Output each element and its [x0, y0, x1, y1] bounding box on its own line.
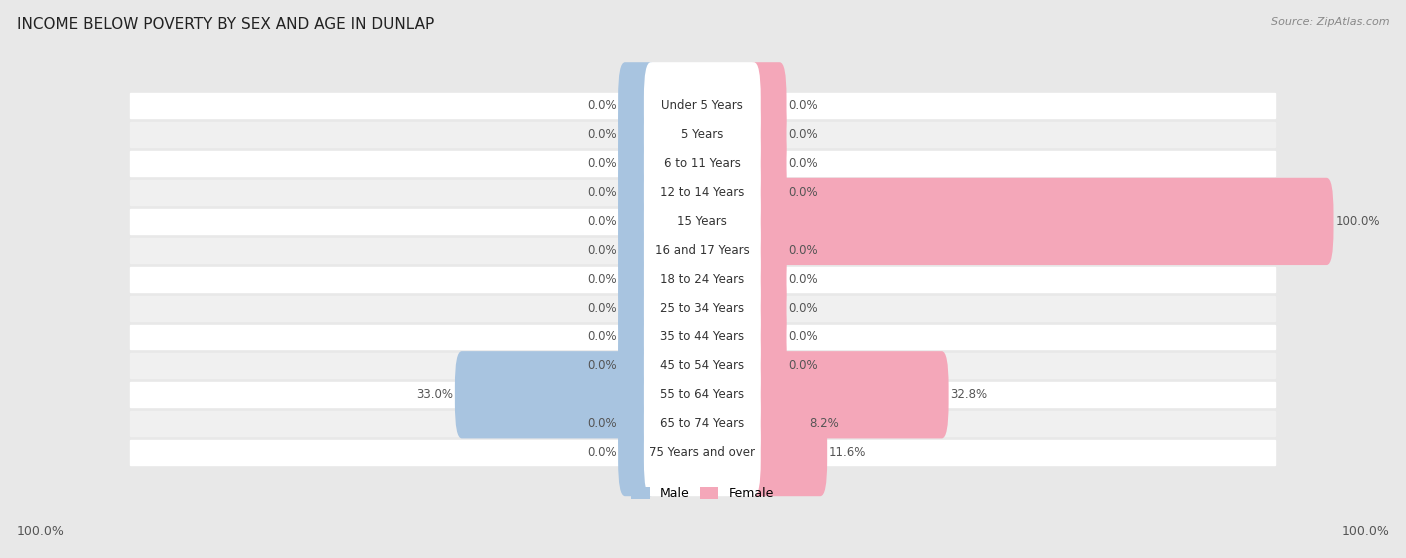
FancyBboxPatch shape: [456, 351, 658, 439]
Text: 0.0%: 0.0%: [789, 330, 818, 344]
FancyBboxPatch shape: [619, 409, 658, 496]
FancyBboxPatch shape: [747, 178, 1333, 265]
FancyBboxPatch shape: [644, 149, 761, 236]
Text: 0.0%: 0.0%: [586, 273, 616, 286]
Text: 0.0%: 0.0%: [586, 417, 616, 430]
Bar: [129, 325, 1275, 349]
FancyBboxPatch shape: [619, 323, 658, 410]
FancyBboxPatch shape: [747, 235, 786, 323]
Text: 16 and 17 Years: 16 and 17 Years: [655, 244, 749, 257]
Text: 15 Years: 15 Years: [678, 215, 727, 228]
Bar: [129, 296, 1275, 320]
FancyBboxPatch shape: [644, 323, 761, 410]
Text: Under 5 Years: Under 5 Years: [661, 99, 744, 112]
FancyBboxPatch shape: [644, 206, 761, 294]
Text: 35 to 44 Years: 35 to 44 Years: [661, 330, 744, 344]
FancyBboxPatch shape: [644, 235, 761, 323]
FancyBboxPatch shape: [619, 62, 658, 150]
Text: Source: ZipAtlas.com: Source: ZipAtlas.com: [1271, 17, 1389, 27]
Text: 0.0%: 0.0%: [586, 244, 616, 257]
FancyBboxPatch shape: [619, 206, 658, 294]
Text: 33.0%: 33.0%: [416, 388, 453, 401]
FancyBboxPatch shape: [619, 91, 658, 179]
Text: 8.2%: 8.2%: [810, 417, 839, 430]
Text: 0.0%: 0.0%: [789, 128, 818, 141]
Text: 0.0%: 0.0%: [586, 359, 616, 372]
Bar: [129, 440, 1275, 465]
FancyBboxPatch shape: [619, 120, 658, 207]
Text: 0.0%: 0.0%: [586, 186, 616, 199]
Text: 0.0%: 0.0%: [586, 215, 616, 228]
FancyBboxPatch shape: [747, 323, 786, 410]
Text: 0.0%: 0.0%: [586, 302, 616, 315]
Bar: [129, 267, 1275, 292]
FancyBboxPatch shape: [747, 62, 786, 150]
Text: 0.0%: 0.0%: [789, 186, 818, 199]
Text: 25 to 34 Years: 25 to 34 Years: [661, 302, 744, 315]
Text: 0.0%: 0.0%: [586, 330, 616, 344]
Text: 0.0%: 0.0%: [789, 273, 818, 286]
Bar: [129, 122, 1275, 147]
Text: 0.0%: 0.0%: [789, 99, 818, 112]
Text: 100.0%: 100.0%: [17, 526, 65, 538]
Text: 45 to 54 Years: 45 to 54 Years: [661, 359, 744, 372]
FancyBboxPatch shape: [747, 91, 786, 179]
FancyBboxPatch shape: [747, 264, 786, 352]
FancyBboxPatch shape: [644, 178, 761, 265]
Bar: [129, 353, 1275, 378]
FancyBboxPatch shape: [747, 351, 949, 439]
FancyBboxPatch shape: [644, 120, 761, 207]
Text: 5 Years: 5 Years: [681, 128, 724, 141]
FancyBboxPatch shape: [747, 380, 807, 467]
FancyBboxPatch shape: [644, 91, 761, 179]
FancyBboxPatch shape: [619, 380, 658, 467]
FancyBboxPatch shape: [644, 294, 761, 381]
Bar: [129, 180, 1275, 205]
FancyBboxPatch shape: [747, 149, 786, 236]
Text: 55 to 64 Years: 55 to 64 Years: [661, 388, 744, 401]
Text: 65 to 74 Years: 65 to 74 Years: [661, 417, 744, 430]
FancyBboxPatch shape: [644, 264, 761, 352]
FancyBboxPatch shape: [747, 206, 786, 294]
Text: 0.0%: 0.0%: [789, 302, 818, 315]
Bar: [129, 151, 1275, 176]
Legend: Male, Female: Male, Female: [626, 482, 779, 506]
Text: 32.8%: 32.8%: [950, 388, 987, 401]
Text: 0.0%: 0.0%: [789, 359, 818, 372]
FancyBboxPatch shape: [747, 120, 786, 207]
FancyBboxPatch shape: [644, 62, 761, 150]
FancyBboxPatch shape: [619, 264, 658, 352]
Bar: [129, 93, 1275, 118]
Text: 0.0%: 0.0%: [586, 446, 616, 459]
Bar: [129, 209, 1275, 234]
Text: 100.0%: 100.0%: [1341, 526, 1389, 538]
FancyBboxPatch shape: [644, 409, 761, 496]
FancyBboxPatch shape: [619, 149, 658, 236]
Text: 0.0%: 0.0%: [586, 128, 616, 141]
Text: 0.0%: 0.0%: [586, 99, 616, 112]
Text: 0.0%: 0.0%: [789, 244, 818, 257]
Text: 0.0%: 0.0%: [789, 157, 818, 170]
Text: 100.0%: 100.0%: [1336, 215, 1379, 228]
Text: 75 Years and over: 75 Years and over: [650, 446, 755, 459]
FancyBboxPatch shape: [747, 409, 827, 496]
Bar: [129, 382, 1275, 407]
Text: 6 to 11 Years: 6 to 11 Years: [664, 157, 741, 170]
Bar: [129, 411, 1275, 436]
FancyBboxPatch shape: [619, 235, 658, 323]
Text: 11.6%: 11.6%: [830, 446, 866, 459]
FancyBboxPatch shape: [619, 294, 658, 381]
Text: 18 to 24 Years: 18 to 24 Years: [661, 273, 744, 286]
FancyBboxPatch shape: [747, 294, 786, 381]
Text: 12 to 14 Years: 12 to 14 Years: [661, 186, 745, 199]
Text: 0.0%: 0.0%: [586, 157, 616, 170]
Text: INCOME BELOW POVERTY BY SEX AND AGE IN DUNLAP: INCOME BELOW POVERTY BY SEX AND AGE IN D…: [17, 17, 434, 32]
Bar: [129, 238, 1275, 263]
FancyBboxPatch shape: [619, 178, 658, 265]
FancyBboxPatch shape: [644, 351, 761, 439]
FancyBboxPatch shape: [644, 380, 761, 467]
